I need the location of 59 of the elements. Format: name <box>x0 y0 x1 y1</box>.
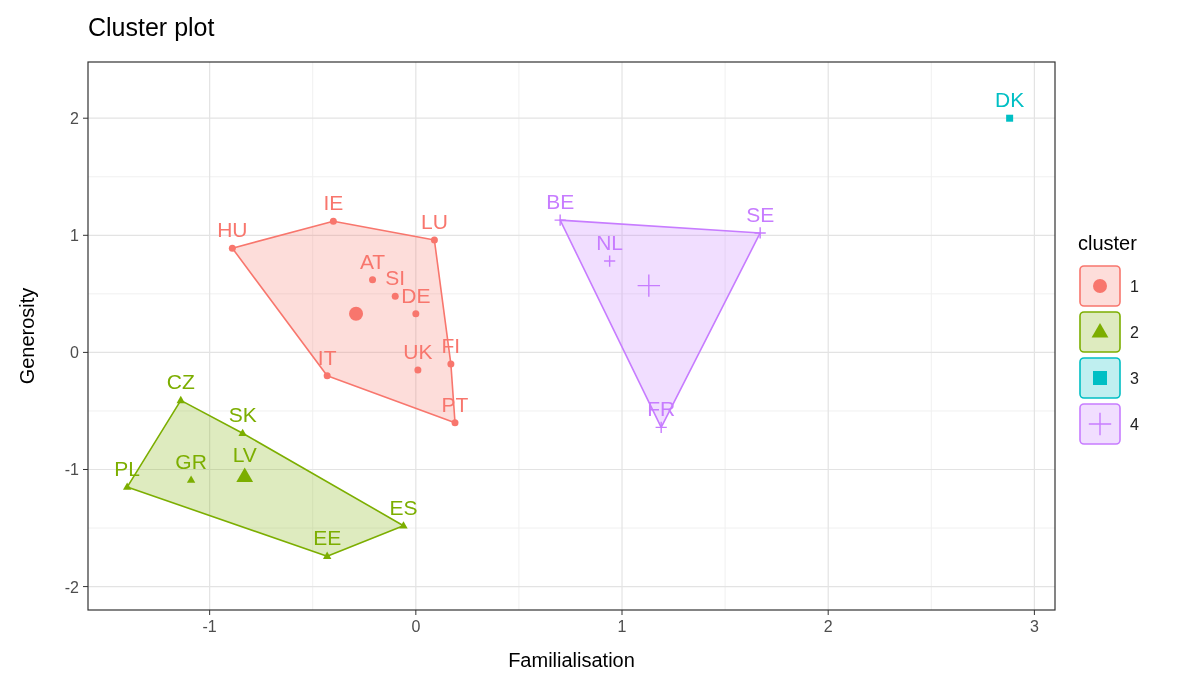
annotation: ES <box>389 495 418 519</box>
y-tick-label: 0 <box>70 344 80 362</box>
point <box>637 274 661 297</box>
annotation: GR <box>175 450 207 474</box>
annotation: LV <box>232 443 257 466</box>
y-tick-label: 2 <box>70 110 80 128</box>
point <box>329 217 337 225</box>
annotation: IE <box>323 191 344 215</box>
chart-title: Cluster plot <box>88 13 215 41</box>
annotation: DK <box>995 88 1025 112</box>
annotation: AT <box>359 249 386 273</box>
point <box>322 551 332 559</box>
legend-label: 4 <box>1130 416 1139 433</box>
point <box>447 360 455 368</box>
x-tick-label: 2 <box>823 618 833 635</box>
point <box>238 428 247 436</box>
point <box>369 276 377 284</box>
point <box>412 310 420 318</box>
point <box>451 419 459 427</box>
annotation: BE <box>546 190 575 214</box>
annotation: IT <box>317 345 337 369</box>
y-tick-label: 1 <box>70 227 80 245</box>
y-tick-label: -1 <box>64 461 80 479</box>
point <box>655 421 667 433</box>
point <box>754 227 766 239</box>
annotation: PL <box>114 457 141 481</box>
annotation: SI <box>385 266 406 290</box>
x-tick-label: 3 <box>1029 618 1039 635</box>
legend-label: 2 <box>1130 324 1139 341</box>
annotation: SE <box>746 202 775 226</box>
annotation: HU <box>217 218 248 242</box>
point <box>391 292 399 300</box>
x-tick-label: -1 <box>202 618 217 635</box>
y-axis-title: Generosity <box>16 287 38 385</box>
point <box>430 236 438 244</box>
point <box>122 482 132 490</box>
point <box>554 214 566 226</box>
annotation: CZ <box>166 370 195 394</box>
point <box>349 306 364 321</box>
annotation: UK <box>403 339 433 363</box>
annotation: NL <box>596 231 624 255</box>
point <box>228 244 236 252</box>
point <box>323 372 331 380</box>
legend-title: cluster <box>1078 232 1138 254</box>
point <box>604 255 616 267</box>
point <box>236 467 254 483</box>
legend-label: 3 <box>1130 370 1139 387</box>
x-axis-title: Familialisation <box>508 649 635 671</box>
x-tick-label: 0 <box>411 618 421 635</box>
legend-label: 1 <box>1130 278 1139 295</box>
point <box>176 395 185 404</box>
point <box>414 366 422 374</box>
x-tick-label: 1 <box>617 618 627 635</box>
point <box>1006 114 1014 122</box>
point <box>186 475 196 483</box>
annotation: SK <box>228 403 257 427</box>
annotation: EE <box>313 526 342 550</box>
annotation: LU <box>420 209 448 233</box>
y-tick-label: -2 <box>64 578 80 596</box>
